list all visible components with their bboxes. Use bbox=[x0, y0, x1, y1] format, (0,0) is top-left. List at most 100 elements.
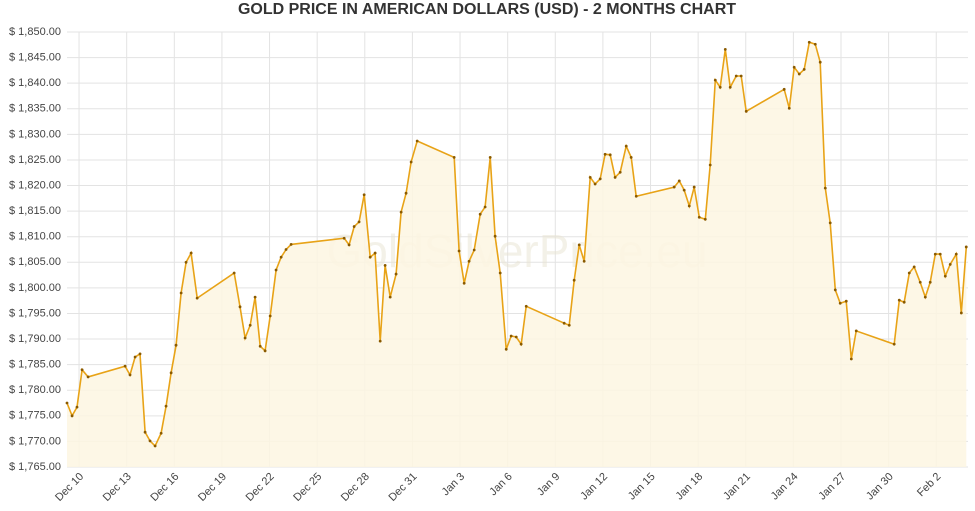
point bbox=[519, 342, 523, 346]
y-tick-label: $ 1,845.00 bbox=[9, 51, 61, 63]
y-tick-label: $ 1,830.00 bbox=[9, 128, 61, 140]
point bbox=[907, 271, 911, 275]
point bbox=[457, 249, 461, 253]
point bbox=[813, 42, 817, 46]
point bbox=[918, 280, 922, 284]
point bbox=[948, 262, 952, 266]
point bbox=[682, 188, 686, 192]
x-tick-label: Jan 9 bbox=[535, 471, 563, 499]
point bbox=[588, 175, 592, 179]
point bbox=[388, 295, 392, 299]
point bbox=[624, 144, 628, 148]
point bbox=[243, 336, 247, 340]
point bbox=[833, 288, 837, 292]
point bbox=[943, 274, 947, 278]
point bbox=[677, 179, 681, 183]
x-tick-label: Jan 24 bbox=[769, 471, 801, 503]
area bbox=[67, 42, 967, 467]
point bbox=[728, 85, 732, 89]
point bbox=[697, 215, 701, 219]
point bbox=[123, 364, 127, 368]
point bbox=[807, 40, 811, 44]
y-tick-label: $ 1,790.00 bbox=[9, 333, 61, 345]
point bbox=[562, 321, 566, 325]
point bbox=[128, 373, 132, 377]
point bbox=[964, 245, 968, 249]
point bbox=[802, 67, 806, 71]
point bbox=[514, 335, 518, 339]
x-tick-label: Jan 27 bbox=[816, 471, 848, 503]
point bbox=[362, 193, 366, 197]
point bbox=[792, 65, 796, 69]
x-tick-label: Dec 25 bbox=[291, 471, 324, 504]
x-tick-label: Dec 22 bbox=[244, 471, 277, 504]
point bbox=[582, 259, 586, 263]
point bbox=[818, 60, 822, 64]
point bbox=[159, 431, 163, 435]
point bbox=[195, 296, 199, 300]
point bbox=[692, 185, 696, 189]
point bbox=[404, 191, 408, 195]
x-tick-label: Dec 28 bbox=[339, 471, 372, 504]
y-tick-label: $ 1,785.00 bbox=[9, 359, 61, 371]
point bbox=[912, 265, 916, 269]
x-tick-label: Jan 18 bbox=[673, 471, 705, 503]
x-tick-label: Jan 30 bbox=[864, 471, 896, 503]
point bbox=[65, 401, 69, 405]
point bbox=[263, 349, 267, 353]
point bbox=[572, 278, 576, 282]
point bbox=[472, 248, 476, 252]
point bbox=[854, 329, 858, 333]
point bbox=[782, 87, 786, 91]
y-tick-label: $ 1,815.00 bbox=[9, 205, 61, 217]
point bbox=[849, 357, 853, 361]
point bbox=[928, 280, 932, 284]
point bbox=[828, 221, 832, 225]
point bbox=[797, 72, 801, 76]
point bbox=[184, 260, 188, 264]
point bbox=[634, 194, 638, 198]
point bbox=[289, 242, 293, 246]
point bbox=[174, 343, 178, 347]
point bbox=[179, 291, 183, 295]
point bbox=[618, 170, 622, 174]
y-tick-label: $ 1,840.00 bbox=[9, 77, 61, 89]
x-tick-label: Dec 19 bbox=[196, 471, 229, 504]
point bbox=[238, 305, 242, 309]
point bbox=[567, 323, 571, 327]
y-tick-label: $ 1,835.00 bbox=[9, 103, 61, 115]
point bbox=[687, 204, 691, 208]
x-tick-label: Jan 3 bbox=[440, 471, 468, 499]
x-tick-label: Dec 16 bbox=[148, 471, 181, 504]
point bbox=[954, 252, 958, 256]
point bbox=[504, 347, 508, 351]
line bbox=[66, 41, 968, 448]
y-tick-label: $ 1,805.00 bbox=[9, 256, 61, 268]
point bbox=[368, 255, 372, 259]
point bbox=[268, 314, 272, 318]
point bbox=[703, 217, 707, 221]
y-tick-label: $ 1,810.00 bbox=[9, 231, 61, 243]
x-tick-label: Dec 31 bbox=[386, 471, 419, 504]
point bbox=[734, 74, 738, 78]
point bbox=[493, 234, 497, 238]
point bbox=[347, 243, 351, 247]
x-tick-label: Jan 21 bbox=[721, 471, 753, 503]
point bbox=[462, 281, 466, 285]
point bbox=[629, 155, 633, 159]
point bbox=[284, 248, 288, 251]
point bbox=[169, 371, 173, 375]
point bbox=[352, 225, 356, 228]
point bbox=[787, 106, 791, 110]
point bbox=[577, 243, 581, 247]
point bbox=[253, 295, 257, 299]
x-tick-label: Dec 13 bbox=[101, 471, 134, 504]
point bbox=[897, 298, 901, 302]
point bbox=[378, 339, 382, 343]
point bbox=[143, 430, 147, 434]
point bbox=[133, 355, 137, 359]
point bbox=[672, 185, 676, 189]
point bbox=[902, 300, 906, 304]
point bbox=[608, 153, 612, 157]
point bbox=[75, 405, 79, 409]
